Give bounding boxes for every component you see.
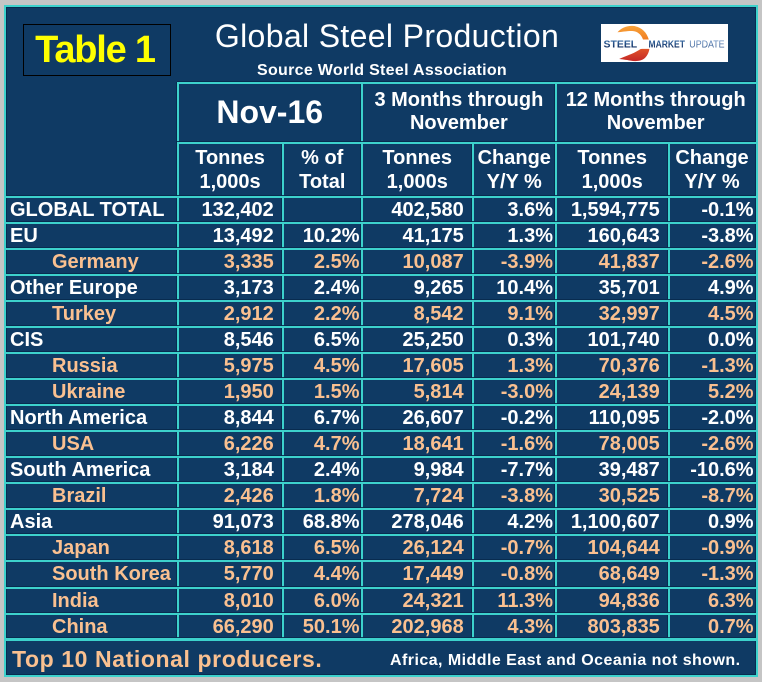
svg-text:UPDATE: UPDATE xyxy=(689,40,725,51)
svg-text:STEEL: STEEL xyxy=(604,40,638,51)
svg-text:MARKET: MARKET xyxy=(649,40,685,51)
